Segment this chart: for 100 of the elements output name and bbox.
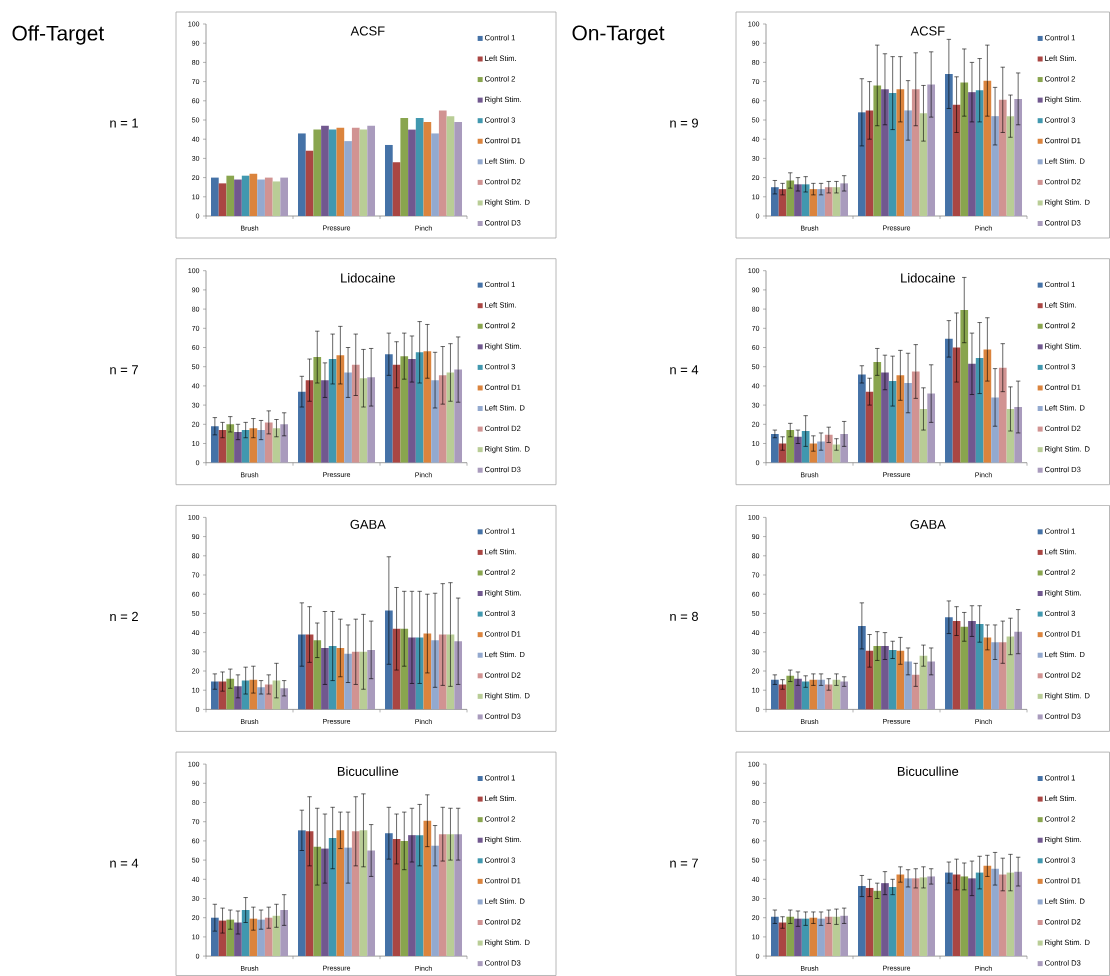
bar [1006, 116, 1015, 216]
bar [771, 433, 779, 463]
bar [998, 642, 1007, 710]
text: n = 1 [110, 118, 138, 128]
bar [858, 625, 866, 710]
bar [945, 872, 953, 957]
bar [824, 916, 833, 957]
bar [968, 92, 976, 216]
bar [801, 184, 810, 216]
bar [975, 90, 984, 216]
bar [264, 177, 273, 216]
bar [438, 110, 447, 216]
bar [415, 118, 424, 216]
bar [264, 684, 273, 710]
bar [991, 868, 999, 957]
bar [945, 338, 953, 463]
bar [400, 356, 409, 463]
bar [298, 133, 306, 216]
bar [888, 886, 897, 957]
bar [927, 393, 936, 463]
bar [927, 661, 936, 710]
bar [904, 383, 912, 463]
bar [858, 112, 866, 216]
bar [454, 834, 463, 957]
bar [771, 916, 779, 957]
bar [778, 684, 787, 710]
bar [904, 878, 912, 957]
text: Off-Target [12, 25, 105, 45]
bar [1014, 98, 1023, 216]
bar [945, 73, 953, 216]
bar [824, 684, 833, 710]
bar [888, 93, 897, 216]
bar [241, 430, 250, 463]
bar [911, 371, 920, 463]
bar [385, 833, 393, 957]
bar [446, 834, 455, 957]
bar [794, 678, 802, 710]
bar [998, 367, 1007, 463]
bar [408, 129, 416, 216]
bar [385, 354, 393, 463]
bar [305, 831, 314, 957]
bar [983, 349, 992, 463]
bar [960, 876, 969, 957]
bar [904, 110, 912, 216]
bar [919, 655, 928, 710]
bar [351, 127, 360, 216]
bar [367, 649, 376, 710]
bar [298, 391, 306, 463]
text: n = 4 [110, 858, 139, 868]
bar [952, 874, 961, 957]
bar [321, 848, 329, 957]
bar [392, 364, 401, 463]
bar [801, 918, 810, 957]
bar [927, 84, 936, 216]
bar [945, 617, 953, 710]
bar [865, 391, 874, 463]
chart-title: Lidocaine [341, 273, 395, 283]
text: n = 4 [670, 365, 699, 375]
bar [919, 113, 928, 216]
bar [351, 364, 360, 463]
bar [991, 116, 999, 216]
bar [975, 623, 984, 710]
bar [881, 883, 889, 957]
bar [218, 183, 227, 216]
bar [865, 110, 874, 216]
bar [896, 650, 905, 710]
bar [896, 874, 905, 957]
bar [408, 835, 416, 957]
bar [385, 144, 393, 216]
bar [367, 125, 376, 216]
bar [896, 89, 905, 216]
bar [786, 675, 795, 710]
bar [1006, 636, 1015, 710]
bar [280, 177, 289, 216]
bar [321, 125, 329, 216]
bar [344, 372, 352, 463]
bar [1014, 407, 1023, 463]
chart-title: Bicuculline [897, 766, 959, 776]
bar [817, 918, 825, 957]
bar [801, 431, 810, 463]
bar [824, 187, 833, 216]
bar [351, 831, 360, 957]
bar [415, 835, 424, 957]
bar [881, 89, 889, 216]
bar [991, 642, 999, 710]
chart-title: Bicuculline [337, 766, 399, 776]
bar [305, 380, 314, 463]
bar [975, 358, 984, 463]
text: n = 7 [110, 365, 138, 375]
bar [911, 674, 920, 710]
bar [454, 369, 463, 463]
bar [280, 910, 289, 957]
bar [313, 357, 322, 463]
bar [336, 127, 345, 216]
bar [400, 628, 409, 710]
bar [272, 181, 281, 216]
bar [840, 681, 849, 710]
text: n = 2 [110, 611, 138, 621]
bar [904, 661, 912, 710]
bar [226, 175, 235, 216]
